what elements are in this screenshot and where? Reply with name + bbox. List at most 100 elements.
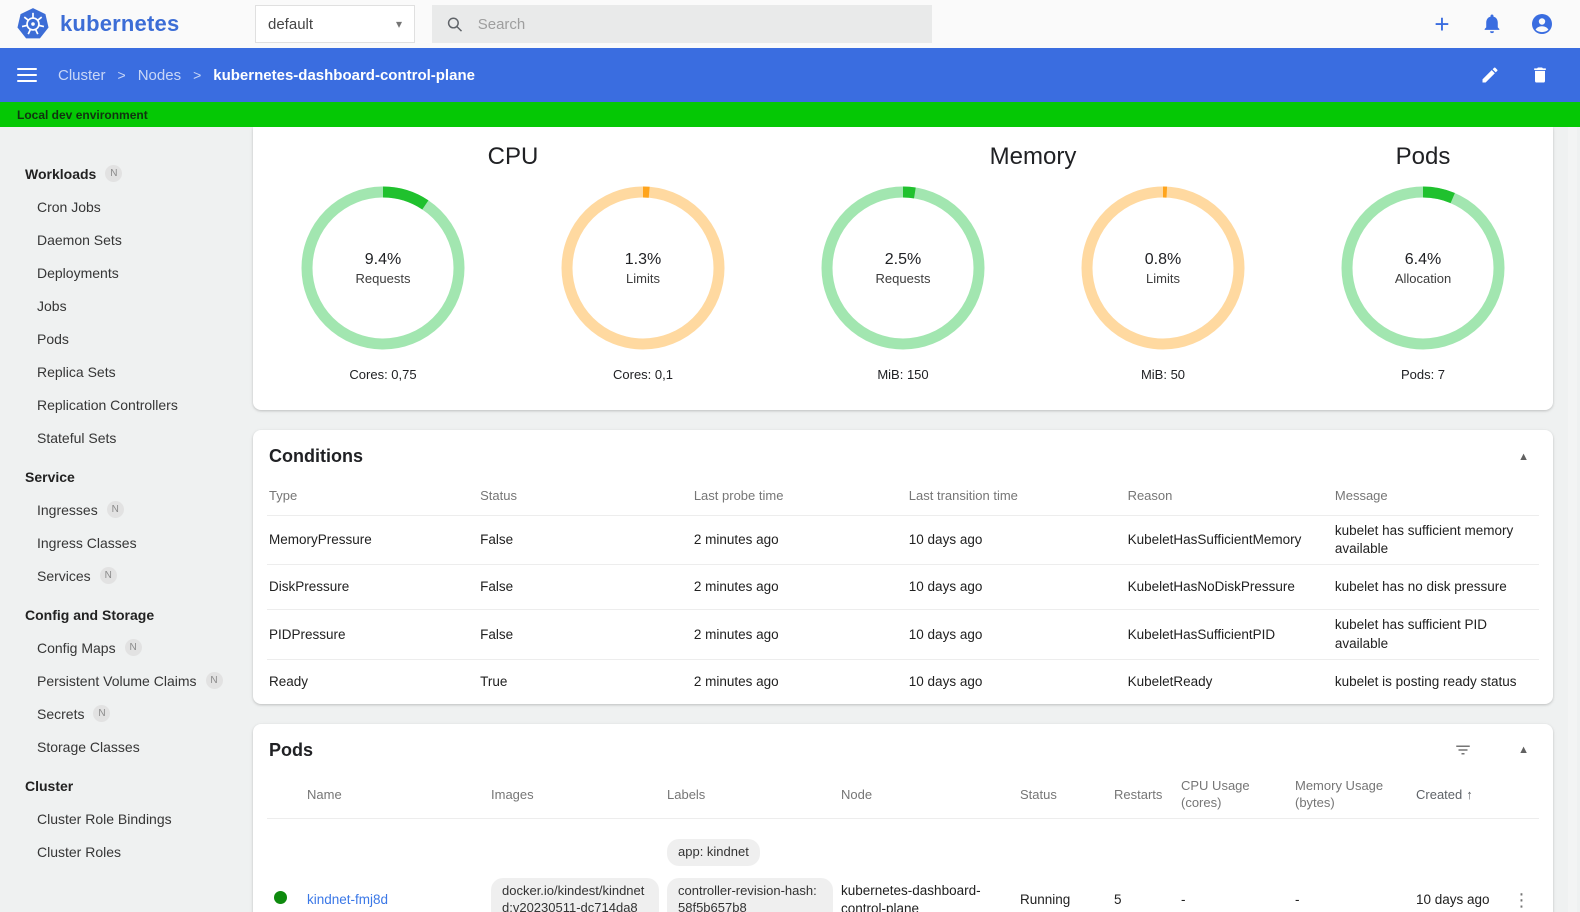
sidebar-item-cluster-roles[interactable]: Cluster Roles bbox=[0, 835, 245, 868]
user-menu-button[interactable] bbox=[1530, 12, 1554, 36]
sidebar-item-cron-jobs[interactable]: Cron Jobs bbox=[0, 190, 245, 223]
sidebar-item-deployments[interactable]: Deployments bbox=[0, 256, 245, 289]
sidebar-label: Config Maps bbox=[37, 639, 116, 656]
namespace-selector[interactable]: default ▾ bbox=[255, 5, 415, 43]
filter-button[interactable] bbox=[1454, 741, 1472, 759]
namespaced-badge: N bbox=[106, 501, 124, 518]
conditions-card: Conditions ▲ Type Status Last probe time La… bbox=[253, 430, 1553, 704]
conditions-cell: kubelet has no disk pressure bbox=[1334, 579, 1507, 595]
donut-percent-value: 2.5% bbox=[884, 250, 922, 268]
search-input[interactable] bbox=[477, 15, 918, 33]
donut-percent-value: 6.4% bbox=[1404, 250, 1442, 268]
brand[interactable]: kubernetes bbox=[0, 7, 250, 41]
pod-name-link[interactable]: kindnet-fmj8d bbox=[307, 891, 389, 907]
pods-title: Pods bbox=[269, 739, 314, 760]
pod-images-cell: docker.io/kindest/kindnetd:v20230511-dc7… bbox=[491, 868, 667, 912]
pod-memory-usage-cell: - bbox=[1295, 891, 1300, 907]
sidebar-item-daemon-sets[interactable]: Daemon Sets bbox=[0, 223, 245, 256]
donut-footer-label: MiB: 50 bbox=[1140, 367, 1186, 382]
search-bar[interactable] bbox=[432, 5, 932, 43]
donut-memory-requests: 2.5% Requests MiB: 150 bbox=[773, 185, 1033, 382]
conditions-cell: 2 minutes ago bbox=[693, 532, 779, 548]
filter-icon bbox=[1456, 745, 1470, 755]
pod-status-cell bbox=[267, 885, 307, 912]
breadcrumb-link-nodes[interactable]: Nodes bbox=[137, 66, 182, 84]
conditions-row-ready: Ready True 2 minutes ago 10 days ago Kubelet… bbox=[267, 658, 1539, 704]
sidebar-item-cluster-role-bindings[interactable]: Cluster Role Bindings bbox=[0, 802, 245, 835]
pods-column-created[interactable]: Created ↑ bbox=[1416, 786, 1473, 802]
sidebar-item-persistent-volume-claims[interactable]: Persistent Volume Claims N bbox=[0, 664, 245, 697]
namespaced-badge: N bbox=[105, 165, 123, 182]
sidebar-item-storage-classes[interactable]: Storage Classes bbox=[0, 730, 245, 763]
conditions-cell: kubelet is posting ready status bbox=[1334, 673, 1517, 689]
sidebar-item-secrets[interactable]: Secrets N bbox=[0, 697, 245, 730]
pods-column-node: Node bbox=[841, 786, 873, 802]
donut-footer-label: MiB: 150 bbox=[877, 367, 929, 382]
pod-restarts-cell: 5 bbox=[1114, 891, 1122, 907]
main-content: CPU 9.4% Requests Cores: 0,75 1.3% Limits Core… bbox=[245, 127, 1580, 912]
bell-icon bbox=[1484, 14, 1500, 34]
sidebar-item-services[interactable]: Services N bbox=[0, 559, 245, 592]
sidebar-item-ingress-classes[interactable]: Ingress Classes bbox=[0, 526, 245, 559]
conditions-row-memorypressure: MemoryPressure False 2 minutes ago 10 days … bbox=[267, 515, 1539, 564]
conditions-cell: 2 minutes ago bbox=[693, 579, 779, 595]
donut-chart: 1.3% Limits bbox=[560, 185, 726, 351]
breadcrumb-separator-icon: > bbox=[117, 67, 126, 83]
namespaced-badge: N bbox=[205, 672, 223, 689]
conditions-cell: 10 days ago bbox=[908, 579, 983, 595]
pod-actions-menu-button[interactable]: ⋮ bbox=[1512, 889, 1531, 910]
pods-column-status-dot bbox=[267, 788, 307, 800]
edit-button[interactable] bbox=[1480, 65, 1500, 85]
pods-column-images: Images bbox=[491, 786, 534, 802]
breadcrumb-link-cluster[interactable]: Cluster bbox=[58, 66, 106, 84]
allocation-group-memory: Memory 2.5% Requests MiB: 150 0.8% Limits MiB:… bbox=[773, 141, 1293, 382]
pods-column-status: Status bbox=[1020, 786, 1057, 802]
sidebar-item-jobs[interactable]: Jobs bbox=[0, 289, 245, 322]
donut-footer-label: Pods: 7 bbox=[1400, 367, 1446, 382]
sidebar-label: Deployments bbox=[37, 264, 119, 281]
sidebar-label: Persistent Volume Claims bbox=[37, 672, 197, 689]
conditions-row-diskpressure: DiskPressure False 2 minutes ago 10 days ag… bbox=[267, 564, 1539, 609]
collapse-conditions-icon[interactable]: ▲ bbox=[1518, 450, 1529, 463]
sidebar-item-config-maps[interactable]: Config Maps N bbox=[0, 631, 245, 664]
conditions-title: Conditions bbox=[269, 446, 363, 466]
pods-column-restarts: Restarts bbox=[1114, 786, 1163, 802]
sidebar-item-stateful-sets[interactable]: Stateful Sets bbox=[0, 421, 245, 454]
conditions-cell: 10 days ago bbox=[908, 673, 983, 689]
environment-banner-text: Local dev environment bbox=[17, 107, 148, 122]
conditions-cell: DiskPressure bbox=[269, 579, 350, 595]
pod-label-chip: controller-revision-hash: 58f5b657b8 bbox=[667, 877, 833, 912]
brand-name: kubernetes bbox=[60, 11, 180, 36]
donut-memory-limits: 0.8% Limits MiB: 50 bbox=[1033, 185, 1293, 382]
conditions-row-pidpressure: PIDPressure False 2 minutes ago 10 days ago… bbox=[267, 609, 1539, 658]
sidebar-item-replication-controllers[interactable]: Replication Controllers bbox=[0, 388, 245, 421]
delete-button[interactable] bbox=[1530, 65, 1550, 85]
sidebar-label: Ingresses bbox=[37, 501, 98, 518]
donut-percent-value: 0.8% bbox=[1144, 250, 1182, 268]
breadcrumb-current: kubernetes-dashboard-control-plane bbox=[213, 66, 475, 84]
conditions-column-message: Message bbox=[1334, 488, 1388, 504]
donut-center-text: 9.4% Requests bbox=[300, 185, 466, 351]
sidebar-label: Stateful Sets bbox=[37, 429, 117, 446]
account-circle-icon bbox=[1532, 14, 1552, 34]
top-header: kubernetes default ▾ + bbox=[0, 0, 1580, 48]
notifications-button[interactable] bbox=[1480, 12, 1504, 36]
collapse-pods-icon[interactable]: ▲ bbox=[1518, 744, 1529, 757]
sidebar-label: Replication Controllers bbox=[37, 396, 178, 413]
conditions-cell: PIDPressure bbox=[269, 626, 346, 642]
conditions-cell: False bbox=[480, 532, 514, 548]
sidebar-label: Config and Storage bbox=[25, 606, 155, 623]
sidebar-item-replica-sets[interactable]: Replica Sets bbox=[0, 355, 245, 388]
scrollbar[interactable] bbox=[1568, 127, 1577, 912]
allocation-card: CPU 9.4% Requests Cores: 0,75 1.3% Limits Core… bbox=[253, 127, 1553, 410]
donut-metric-label: Allocation bbox=[1394, 270, 1452, 286]
donut-chart: 0.8% Limits bbox=[1080, 185, 1246, 351]
create-resource-button[interactable]: + bbox=[1430, 11, 1454, 37]
menu-toggle-button[interactable] bbox=[17, 64, 37, 86]
pod-node-cell: kubernetes-dashboard-control-plane bbox=[841, 882, 981, 912]
sidebar-label: Services bbox=[37, 567, 91, 584]
sidebar-item-ingresses[interactable]: Ingresses N bbox=[0, 493, 245, 526]
sidebar-item-pods[interactable]: Pods bbox=[0, 322, 245, 355]
conditions-header-row: Type Status Last probe time Last transition… bbox=[267, 477, 1539, 515]
donut-percent-value: 9.4% bbox=[364, 250, 402, 268]
